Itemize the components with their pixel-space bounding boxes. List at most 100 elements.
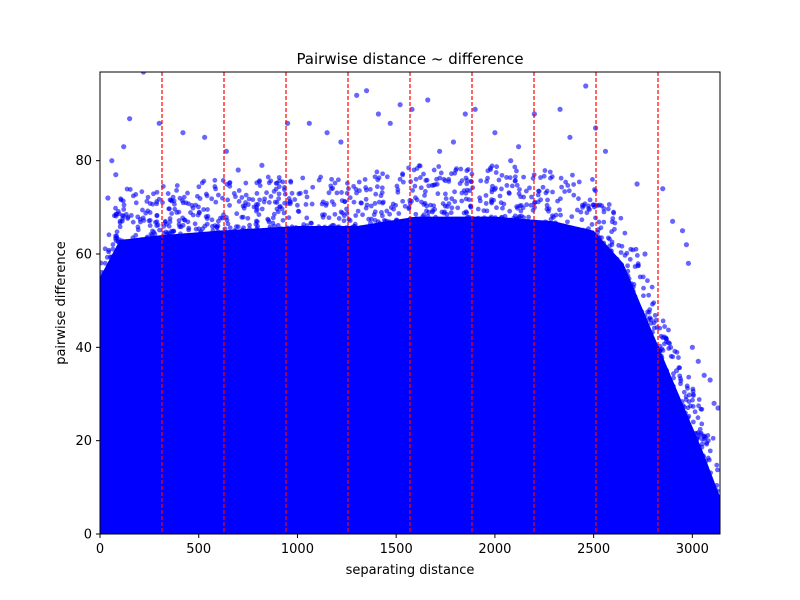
data-point: [289, 224, 295, 230]
data-point: [360, 212, 365, 218]
data-point: [374, 184, 380, 190]
data-point: [574, 207, 580, 213]
data-point: [224, 217, 230, 223]
data-point: [461, 188, 467, 194]
data-point: [411, 167, 417, 173]
data-point: [590, 232, 596, 238]
data-point: [117, 224, 123, 230]
data-point: [203, 235, 208, 240]
data-point: [347, 195, 353, 201]
data-point: [597, 202, 603, 208]
data-point: [225, 221, 231, 227]
data-point: [421, 212, 427, 218]
data-point: [236, 199, 242, 204]
data-point: [477, 219, 483, 225]
outlier-point: [259, 162, 265, 168]
data-point: [154, 199, 160, 204]
data-point: [206, 241, 212, 247]
data-point: [715, 467, 720, 473]
data-point: [431, 219, 436, 225]
outlier-point: [602, 148, 609, 154]
y-axis-label: pairwise difference: [54, 241, 69, 365]
data-point: [154, 219, 160, 225]
data-point: [203, 191, 209, 197]
data-point: [417, 175, 423, 180]
data-point: [285, 201, 291, 206]
data-point: [329, 235, 335, 241]
data-point: [465, 167, 471, 172]
data-point: [419, 199, 424, 205]
data-point: [275, 222, 281, 228]
data-point: [597, 248, 603, 254]
outlier-point: [701, 372, 707, 378]
data-point: [236, 188, 242, 193]
outlier-point: [679, 228, 686, 234]
data-point: [254, 226, 260, 231]
data-point: [400, 172, 406, 178]
outlier-point: [567, 134, 573, 140]
data-point: [639, 309, 645, 315]
data-point: [651, 325, 657, 331]
data-point: [526, 214, 531, 220]
data-point: [171, 198, 177, 204]
data-point: [558, 212, 563, 218]
outlier-point: [363, 88, 370, 94]
data-point: [178, 231, 183, 237]
data-point: [546, 208, 551, 214]
data-point: [384, 225, 390, 231]
data-point: [607, 248, 613, 254]
data-point: [624, 277, 629, 283]
data-point: [452, 199, 458, 204]
data-point: [683, 410, 688, 416]
x-axis-ticks: 0 500 1000 1500 2000 2500 3000: [96, 534, 709, 557]
data-point: [460, 218, 466, 224]
data-point: [333, 237, 339, 242]
data-point: [518, 194, 523, 200]
data-point: [400, 198, 406, 204]
data-point: [412, 183, 418, 189]
data-point: [268, 194, 274, 199]
data-point: [362, 177, 368, 182]
data-point: [639, 319, 645, 325]
data-point: [146, 236, 152, 242]
data-point: [406, 226, 412, 232]
data-point: [363, 196, 369, 202]
data-point: [353, 213, 359, 218]
data-point: [309, 220, 314, 226]
data-point: [247, 222, 252, 228]
data-point: [459, 198, 465, 204]
data-point: [664, 375, 670, 381]
data-point: [649, 284, 655, 290]
outlier-point: [683, 242, 690, 248]
data-point: [373, 229, 379, 234]
data-point: [227, 240, 233, 245]
data-point: [471, 221, 477, 227]
data-point: [241, 225, 246, 231]
data-point: [228, 232, 234, 238]
data-point: [110, 254, 116, 260]
data-point: [332, 211, 338, 217]
data-point: [174, 188, 179, 193]
data-point: [563, 229, 569, 235]
data-point: [130, 219, 136, 225]
data-point: [253, 208, 259, 214]
data-point: [334, 224, 340, 230]
data-point: [278, 236, 284, 242]
data-point: [641, 285, 646, 291]
data-point: [636, 263, 641, 268]
data-point: [601, 209, 607, 215]
data-point: [121, 206, 127, 212]
data-point: [108, 267, 114, 273]
data-point: [422, 193, 427, 198]
data-point: [165, 191, 171, 196]
data-point: [524, 202, 529, 208]
data-point: [323, 203, 329, 208]
data-point: [576, 179, 582, 185]
data-point: [372, 174, 378, 180]
data-point: [240, 214, 246, 220]
data-point: [421, 171, 426, 177]
outlier-point: [121, 144, 127, 150]
data-point: [622, 273, 628, 279]
data-point: [315, 232, 321, 238]
